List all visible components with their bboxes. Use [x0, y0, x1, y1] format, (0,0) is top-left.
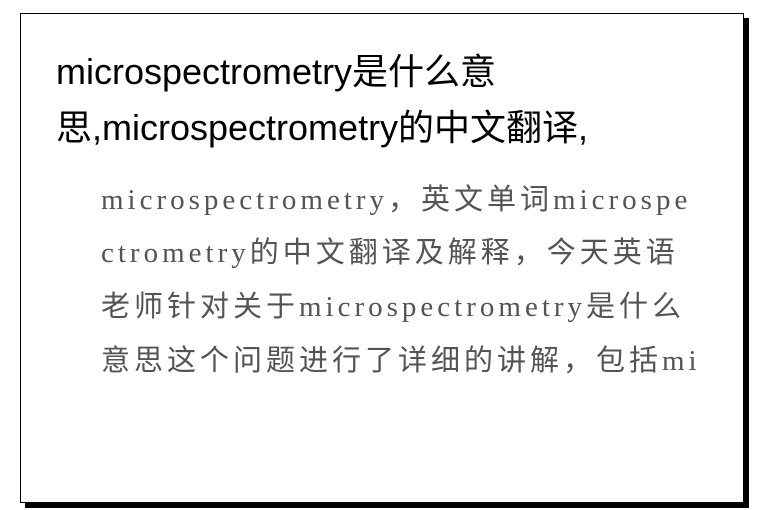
card-body: microspectrometry，英文单词microspectrometry的… [56, 174, 708, 389]
card-title: microspectrometry是什么意思,microspectrometry… [56, 44, 708, 156]
content-card: microspectrometry是什么意思,microspectrometry… [20, 13, 744, 503]
